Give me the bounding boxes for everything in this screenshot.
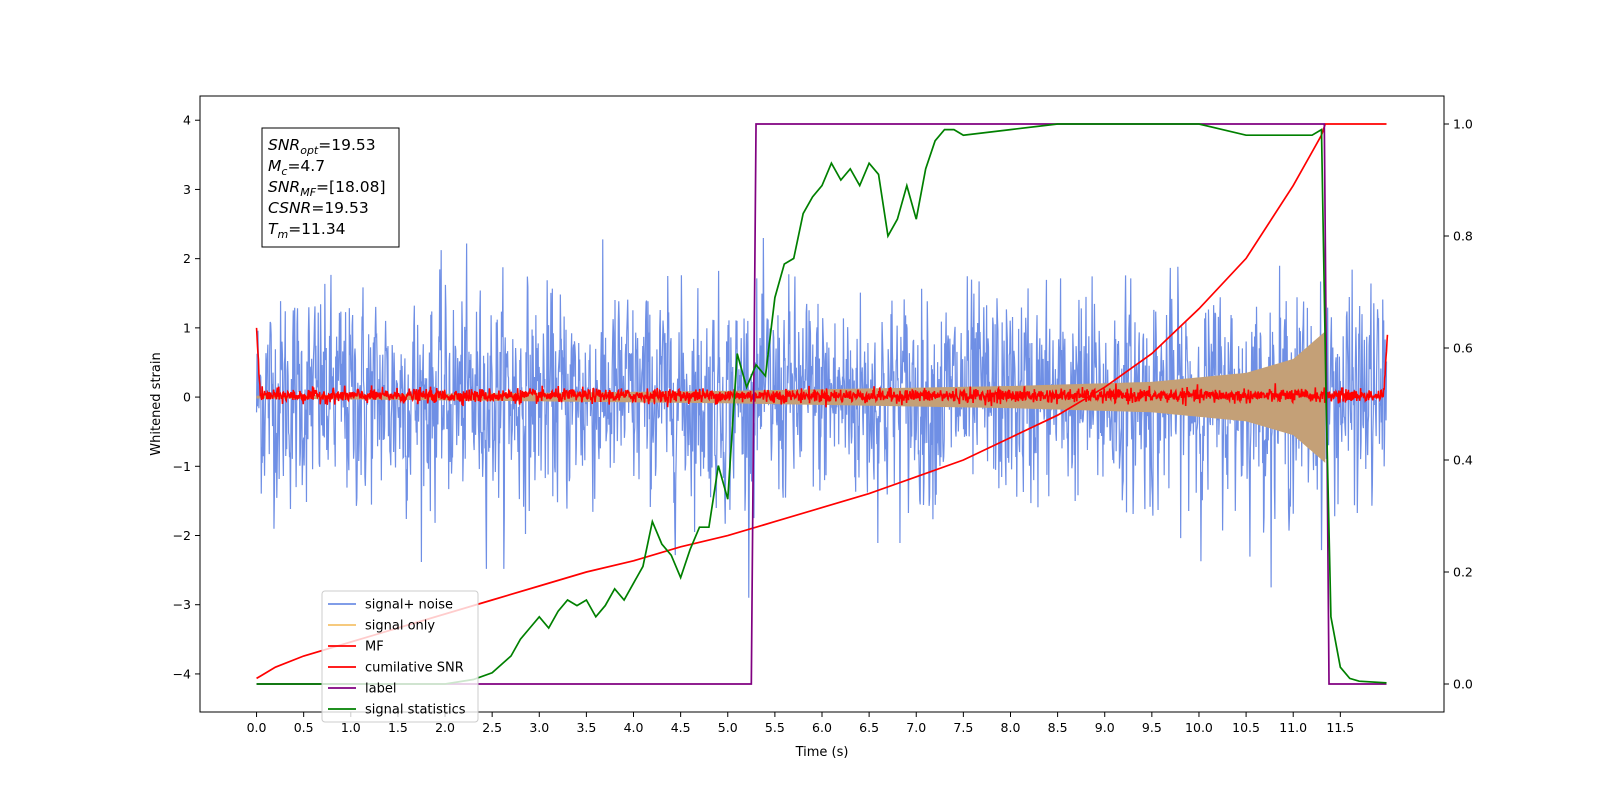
- x-tick-label: 5.0: [718, 720, 738, 735]
- y-tick-label: −3: [173, 597, 191, 612]
- x-tick-label: 2.0: [435, 720, 455, 735]
- x-tick-label: 11.5: [1326, 720, 1354, 735]
- x-tick-label: 2.5: [482, 720, 502, 735]
- x-tick-label: 9.5: [1142, 720, 1162, 735]
- legend-label: signal only: [365, 619, 435, 634]
- y2-tick-label: 0.6: [1453, 341, 1473, 356]
- y2-tick-label: 0.4: [1453, 453, 1473, 468]
- y-tick-label: 1: [183, 320, 191, 335]
- y-tick-label: 0: [183, 390, 191, 405]
- x-tick-label: 8.0: [1001, 720, 1021, 735]
- info-line: SNRopt=19.53: [268, 136, 376, 157]
- x-tick-label: 6.5: [859, 720, 879, 735]
- y-tick-label: 4: [183, 113, 191, 128]
- y-tick-label: 3: [183, 182, 191, 197]
- info-line: Mc=4.7: [268, 157, 325, 178]
- info-line: SNRMF=[18.08]: [268, 178, 386, 199]
- info-line: Tm=11.34: [268, 220, 346, 241]
- y-tick-label: 2: [183, 251, 191, 266]
- x-tick-label: 8.5: [1048, 720, 1068, 735]
- x-tick-label: 1.0: [341, 720, 361, 735]
- legend-label: label: [365, 682, 396, 697]
- x-tick-label: 0.0: [247, 720, 267, 735]
- x-tick-label: 9.0: [1095, 720, 1115, 735]
- legend-label: signal statistics: [365, 703, 466, 718]
- series-mf: [255, 327, 1389, 408]
- legend: signal+ noise signal only MF cumilative SNR…: [321, 590, 479, 723]
- info-box: SNRopt=19.53Mc=4.7SNRMF=[18.08]CSNR=19.5…: [261, 127, 400, 248]
- x-tick-label: 0.5: [294, 720, 314, 735]
- x-tick-label: 4.5: [671, 720, 691, 735]
- y-tick-label: −2: [173, 528, 191, 543]
- x-tick-label: 11.0: [1279, 720, 1307, 735]
- x-tick-label: 3.0: [529, 720, 549, 735]
- y2-tick-label: 0.8: [1453, 229, 1473, 244]
- x-tick-label: 4.0: [624, 720, 644, 735]
- info-line: CSNR=19.53: [268, 199, 369, 217]
- x-tick-label: 6.0: [812, 720, 832, 735]
- x-tick-label: 3.5: [576, 720, 596, 735]
- x-axis-label: Time (s): [795, 745, 849, 760]
- y2-tick-label: 1.0: [1453, 117, 1473, 132]
- x-axis: 0.0 0.5 1.0 1.5 2.0 2.5 3.0 3.5 4.0 4.5 5.0 5.5 6.0 6…: [247, 712, 1354, 735]
- y-axis-left: −4 −3 −2 −1 0 1 2 3 4: [173, 113, 200, 681]
- y-axis-label: Whitened strain: [149, 352, 164, 455]
- y-tick-label: −4: [173, 666, 191, 681]
- legend-frame: [321, 590, 479, 723]
- legend-label: signal+ noise: [365, 598, 453, 613]
- x-tick-label: 7.5: [953, 720, 973, 735]
- series-label: [256, 123, 1387, 685]
- x-tick-label: 10.5: [1232, 720, 1260, 735]
- x-tick-label: 5.5: [765, 720, 785, 735]
- y2-tick-label: 0.2: [1453, 565, 1473, 580]
- y-tick-label: −1: [173, 459, 191, 474]
- x-tick-label: 10.0: [1185, 720, 1213, 735]
- x-tick-label: 7.0: [906, 720, 926, 735]
- y-axis-right: 0.0 0.2 0.4 0.6 0.8 1.0: [1444, 117, 1473, 692]
- y2-tick-label: 0.0: [1453, 677, 1473, 692]
- x-tick-label: 1.5: [388, 720, 408, 735]
- series-signal-statistics: [256, 123, 1387, 685]
- legend-label: MF: [365, 640, 384, 655]
- info-box-frame: [261, 127, 400, 248]
- legend-label: cumilative SNR: [365, 661, 464, 676]
